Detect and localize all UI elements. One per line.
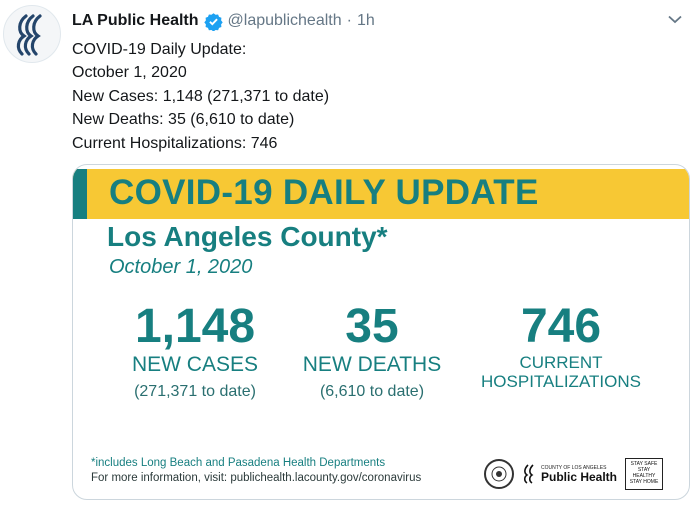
ph-small-text: COUNTY OF LOS ANGELES xyxy=(540,464,607,471)
stat-number: 1,148 xyxy=(134,300,256,353)
tweet-header: LA Public Health @lapublichealth · 1h xyxy=(72,10,375,32)
stat-sub: (271,371 to date) xyxy=(134,383,256,400)
stat-hospitalizations: 746 CURRENT HOSPITALIZATIONS xyxy=(471,300,651,392)
tweet-line: Current Hospitalizations: 746 xyxy=(72,134,278,152)
banner-accent xyxy=(73,169,87,219)
more-info: For more information, visit: publichealt… xyxy=(91,472,422,484)
banner-title: COVID-19 DAILY UPDATE xyxy=(109,173,539,212)
stat-label: NEW DEATHS xyxy=(302,353,442,376)
tweet-image[interactable]: COVID-19 DAILY UPDATE Los Angeles County… xyxy=(72,164,690,500)
tweet-line: October 1, 2020 xyxy=(72,64,187,82)
staysafe-line: STAY HEALTHY xyxy=(632,467,656,479)
timestamp[interactable]: 1h xyxy=(356,12,375,29)
county-seal-icon xyxy=(483,459,514,489)
stat-number: 35 xyxy=(345,300,399,353)
footnote: *includes Long Beach and Pasadena Health… xyxy=(91,457,386,469)
chevron-down-icon xyxy=(668,15,682,23)
stay-safe-badge-icon: STAY SAFE STAY HEALTHY STAY HOME xyxy=(625,458,663,490)
stat-number: 746 xyxy=(520,300,602,353)
verified-badge-icon xyxy=(203,12,223,31)
tweet-menu-button[interactable] xyxy=(662,8,688,30)
stat-new-cases: 1,148 NEW CASES (271,371 to date) xyxy=(115,301,275,401)
display-name[interactable]: LA Public Health xyxy=(72,12,199,29)
stat-label: NEW CASES xyxy=(131,353,259,376)
tweet-line: New Cases: 1,148 (271,371 to date) xyxy=(72,87,330,105)
stat-new-deaths: 35 NEW DEATHS (6,610 to date) xyxy=(297,301,447,401)
avatar-logo-icon xyxy=(16,14,42,56)
handle[interactable]: @lapublichealth xyxy=(227,12,342,29)
avatar[interactable] xyxy=(3,5,61,63)
staysafe-line: STAY SAFE xyxy=(630,461,658,467)
separator-dot: · xyxy=(346,12,352,29)
tweet-line: New Deaths: 35 (6,610 to date) xyxy=(72,111,295,129)
county-title: Los Angeles County* xyxy=(107,221,388,252)
banner: COVID-19 DAILY UPDATE xyxy=(73,169,689,219)
logos: COUNTY OF LOS ANGELES Public Health STAY… xyxy=(483,457,663,491)
stat-label-line2: HOSPITALIZATIONS xyxy=(481,372,641,391)
stat-sub: (6,610 to date) xyxy=(319,383,425,400)
ph-big-text: Public Health xyxy=(540,469,617,484)
staysafe-line: STAY HOME xyxy=(629,479,659,485)
tweet-text: COVID-19 Daily Update: October 1, 2020 N… xyxy=(72,38,329,155)
public-health-logo-icon: COUNTY OF LOS ANGELES Public Health xyxy=(522,463,617,485)
tweet-line: COVID-19 Daily Update: xyxy=(72,41,247,58)
update-date: October 1, 2020 xyxy=(109,256,253,278)
stat-label-line1: CURRENT xyxy=(519,353,603,372)
